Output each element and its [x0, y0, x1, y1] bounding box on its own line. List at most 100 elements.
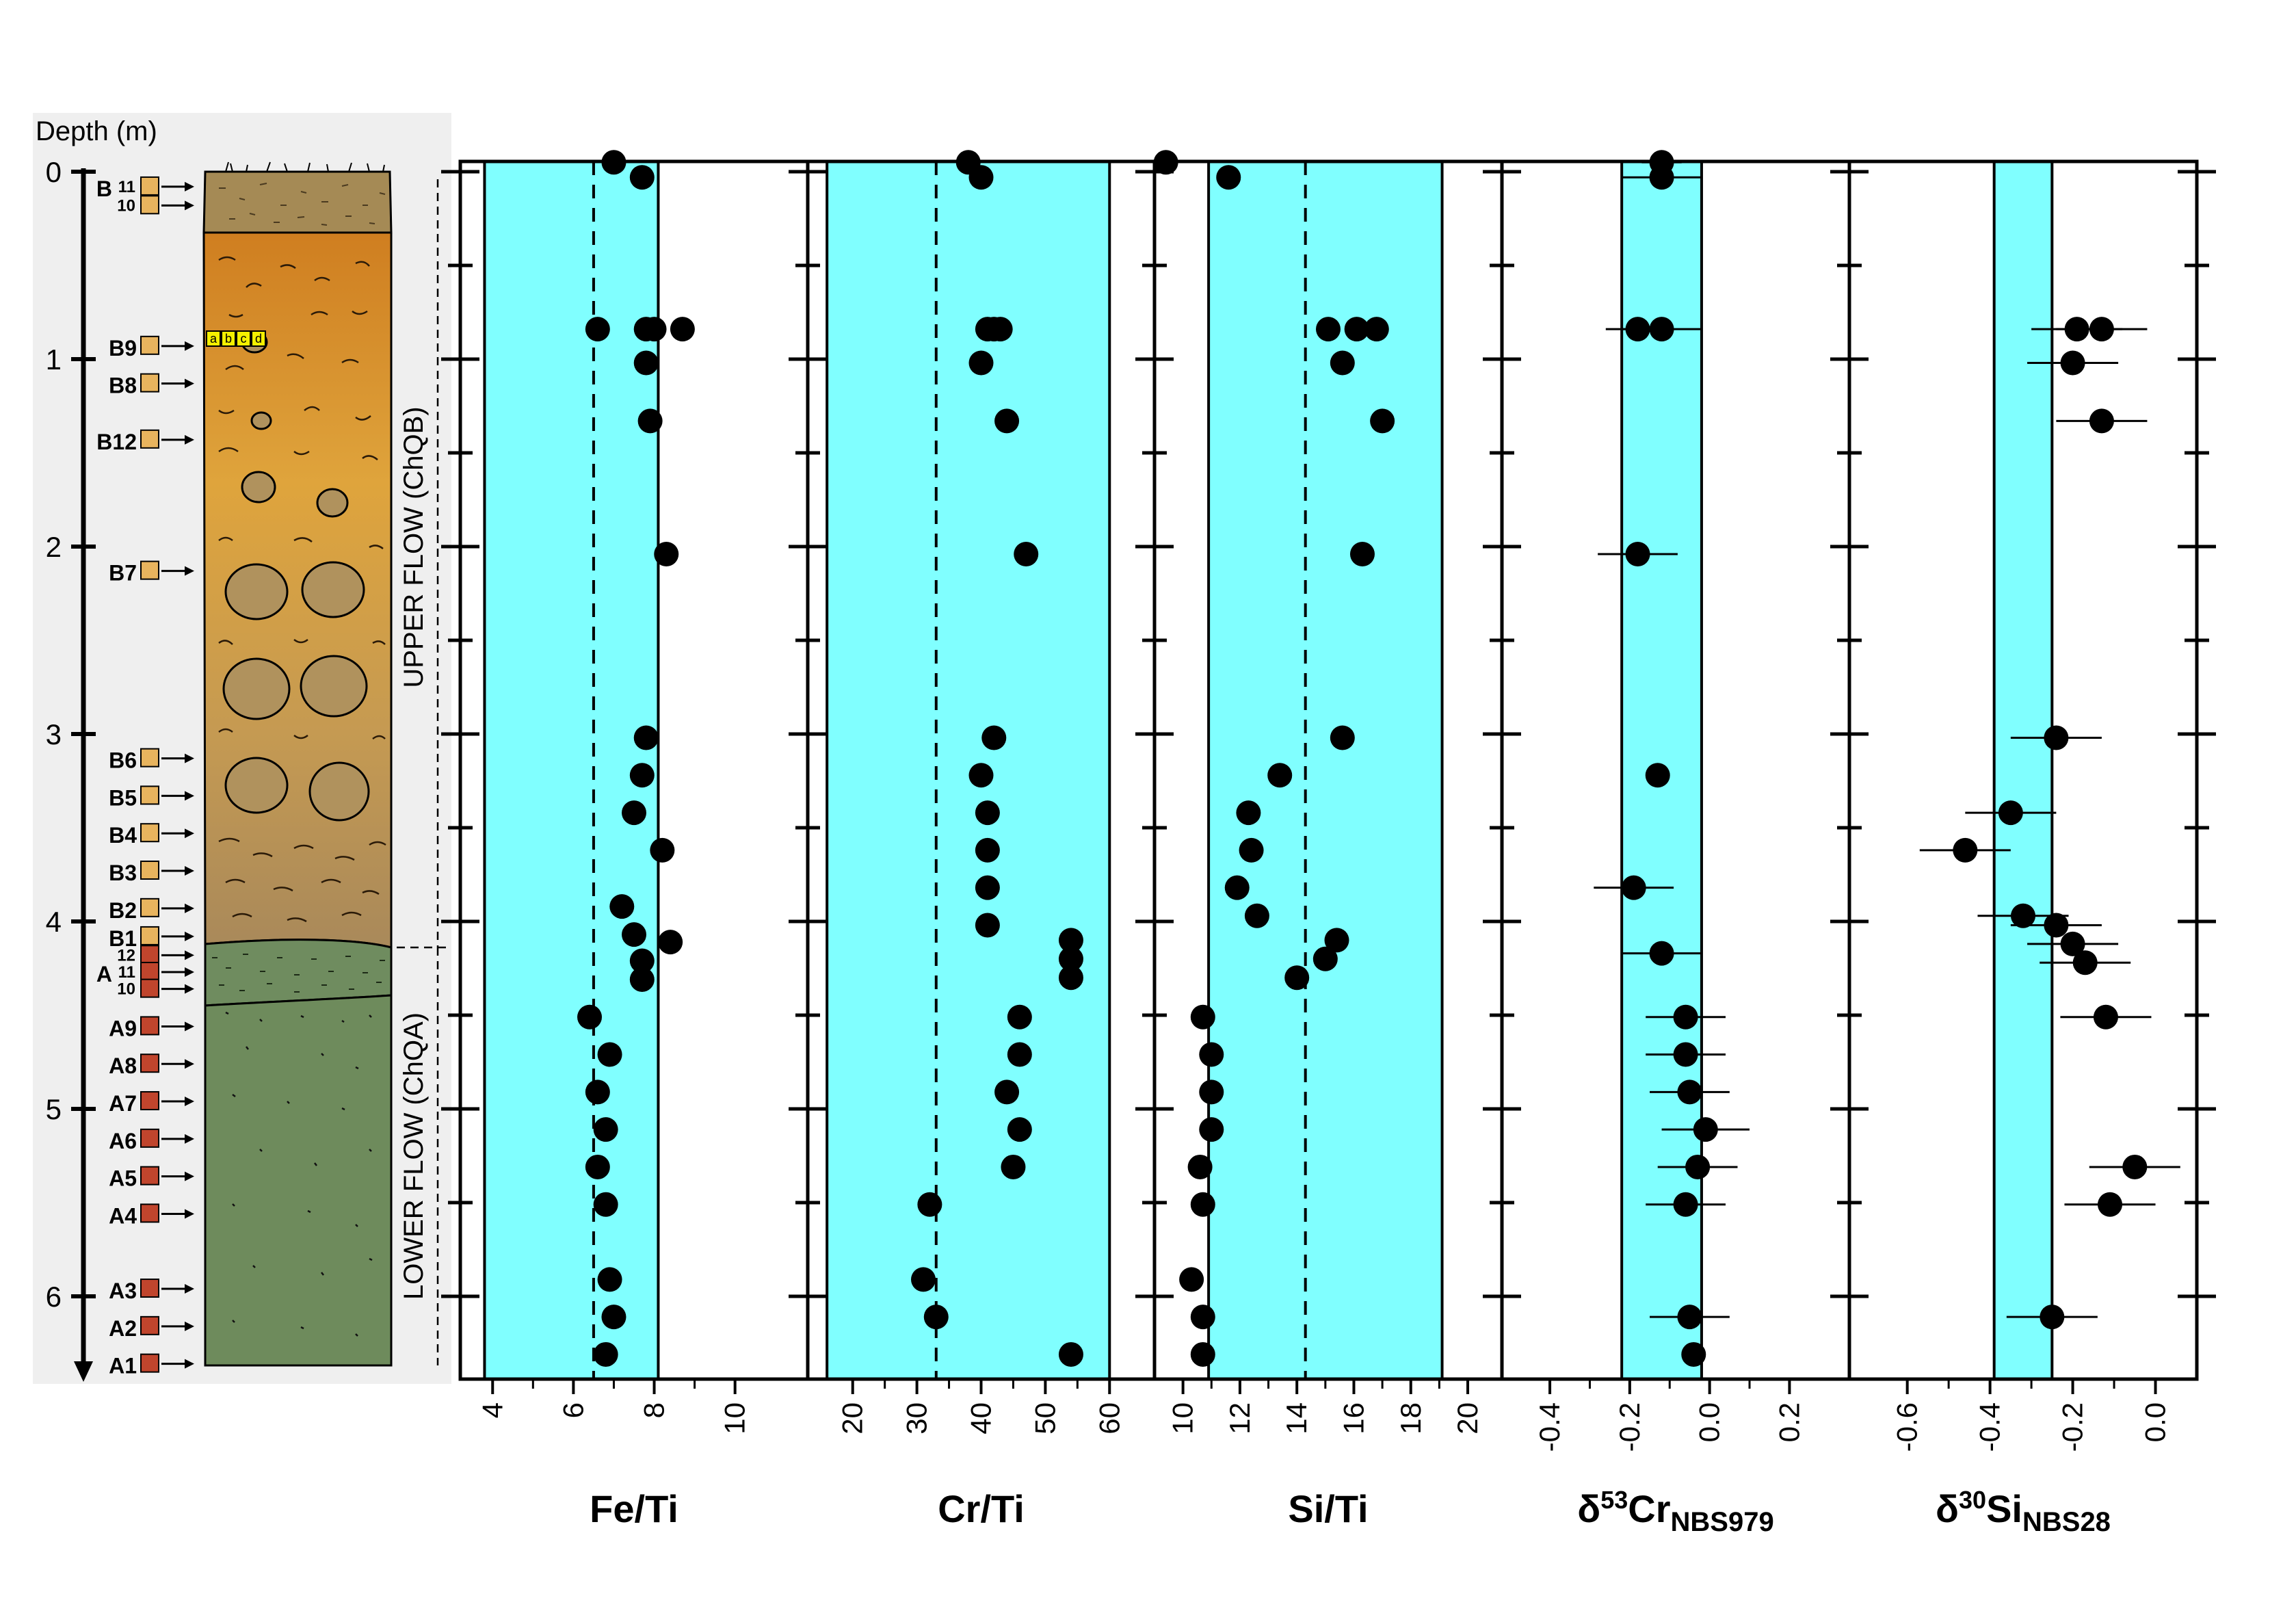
data-point — [1998, 800, 2023, 826]
data-point — [1187, 1154, 1213, 1179]
sample-sublabel: 11 — [118, 178, 135, 196]
data-point — [629, 165, 655, 190]
sample-label: B3 — [109, 861, 137, 885]
data-point — [1007, 1004, 1032, 1030]
sample-arrow-head — [185, 1209, 194, 1219]
sample-arrow-head — [185, 200, 194, 211]
data-point — [2072, 950, 2098, 975]
data-point — [1681, 1341, 1706, 1367]
x-tick-label: -0.4 — [1533, 1402, 1566, 1452]
data-point — [622, 800, 646, 826]
sample-sublabel: 12 — [117, 946, 135, 965]
panel-frame — [1847, 159, 2199, 1381]
data-point — [1007, 1117, 1032, 1142]
data-point — [670, 317, 695, 342]
data-point — [593, 1117, 618, 1142]
sample-arrow-head — [185, 931, 194, 941]
data-point — [1199, 1079, 1224, 1105]
data-point — [2060, 350, 2085, 376]
data-point — [1649, 941, 1674, 966]
grass-tufts — [225, 161, 385, 172]
depth-tick-label: 5 — [46, 1093, 62, 1125]
sample-arrow-head — [185, 1134, 194, 1144]
sample-arrow-head — [185, 1171, 194, 1181]
x-tick-label: 16 — [1337, 1402, 1369, 1435]
sample-box — [140, 335, 159, 355]
data-point — [911, 1267, 936, 1292]
x-tick-label: 20 — [836, 1402, 869, 1435]
data-point — [968, 350, 994, 376]
data-point — [1199, 1042, 1224, 1067]
data-point — [988, 317, 1013, 342]
sample-arrow-head — [185, 566, 194, 576]
panel-3: 10 12 14 16 18 20 Si/Ti — [1152, 150, 1521, 1530]
x-axis-title-part: Si/Ti — [1288, 1487, 1368, 1530]
sample-label: B1 — [109, 926, 137, 951]
sample-box — [140, 978, 159, 998]
panel-2: 20 30 40 50 60 Cr/Ti — [806, 150, 1174, 1530]
x-tick-label: 18 — [1395, 1402, 1427, 1435]
sample-label: B4 — [109, 823, 137, 848]
sample-label: A6 — [109, 1129, 137, 1153]
inset-box — [251, 330, 266, 347]
data-point — [2040, 1305, 2065, 1330]
data-point — [593, 1341, 618, 1367]
data-point — [2011, 903, 2035, 928]
data-point — [917, 1192, 942, 1217]
sample-box — [140, 1016, 159, 1036]
panel-1: 4 6 8 10 Fe/Ti — [441, 150, 827, 1530]
data-point — [1007, 1042, 1032, 1067]
data-point — [2060, 931, 2085, 956]
sample-label: B9 — [109, 336, 137, 361]
data-point — [633, 350, 659, 376]
depth-tick-label: 3 — [46, 718, 62, 750]
sample-arrow-head — [185, 967, 194, 977]
data-point — [1625, 317, 1650, 342]
sample-sublabel: 10 — [117, 980, 135, 999]
data-point — [658, 930, 683, 955]
sample-label: A4 — [109, 1203, 137, 1228]
x-axis-title: Si/Ti — [1288, 1487, 1368, 1530]
upper-flow-label: UPPER FLOW (ChQB) — [399, 406, 429, 687]
data-point — [1312, 946, 1338, 971]
sample-label: A5 — [109, 1166, 137, 1191]
data-point — [1693, 1117, 1718, 1142]
data-point — [1190, 1004, 1215, 1030]
data-point — [633, 725, 659, 750]
sample-arrow-head — [185, 181, 194, 192]
sample-box — [140, 1279, 159, 1298]
sample-box — [140, 1128, 159, 1148]
sample-arrow-head — [185, 1097, 194, 1107]
sample-label: B12 — [96, 430, 137, 454]
sample-box — [140, 823, 159, 843]
data-point — [2122, 1154, 2148, 1179]
inset-letter: a — [210, 332, 217, 345]
data-point — [1190, 1305, 1215, 1330]
data-point — [609, 894, 635, 919]
sample-arrow-head — [185, 950, 194, 960]
panel-4: -0.4 -0.2 0.0 0.2 δ53CrNBS979 — [1500, 150, 1869, 1537]
sample-box — [140, 861, 159, 880]
data-point — [994, 408, 1020, 434]
data-point — [585, 317, 610, 342]
sample-label: B2 — [109, 898, 137, 923]
x-tick-label: 0.2 — [1773, 1402, 1805, 1442]
sample-box — [140, 1166, 159, 1186]
data-point — [629, 967, 655, 992]
data-point — [1349, 541, 1375, 566]
lower-flow-label: LOWER FLOW (ChQA) — [399, 1012, 429, 1300]
reference-band — [826, 160, 1111, 1380]
data-point — [2098, 1192, 2122, 1217]
data-point — [981, 725, 1007, 750]
data-point — [642, 317, 667, 342]
data-point — [629, 948, 655, 973]
lower-flow-layer — [204, 994, 393, 1367]
data-point — [1179, 1267, 1204, 1292]
data-point — [1190, 1341, 1215, 1367]
data-point — [1324, 928, 1349, 953]
sample-sublabel: 11 — [118, 963, 135, 982]
inset-letter: c — [241, 332, 247, 345]
sample-label: B7 — [109, 561, 137, 586]
data-point — [1370, 408, 1395, 434]
